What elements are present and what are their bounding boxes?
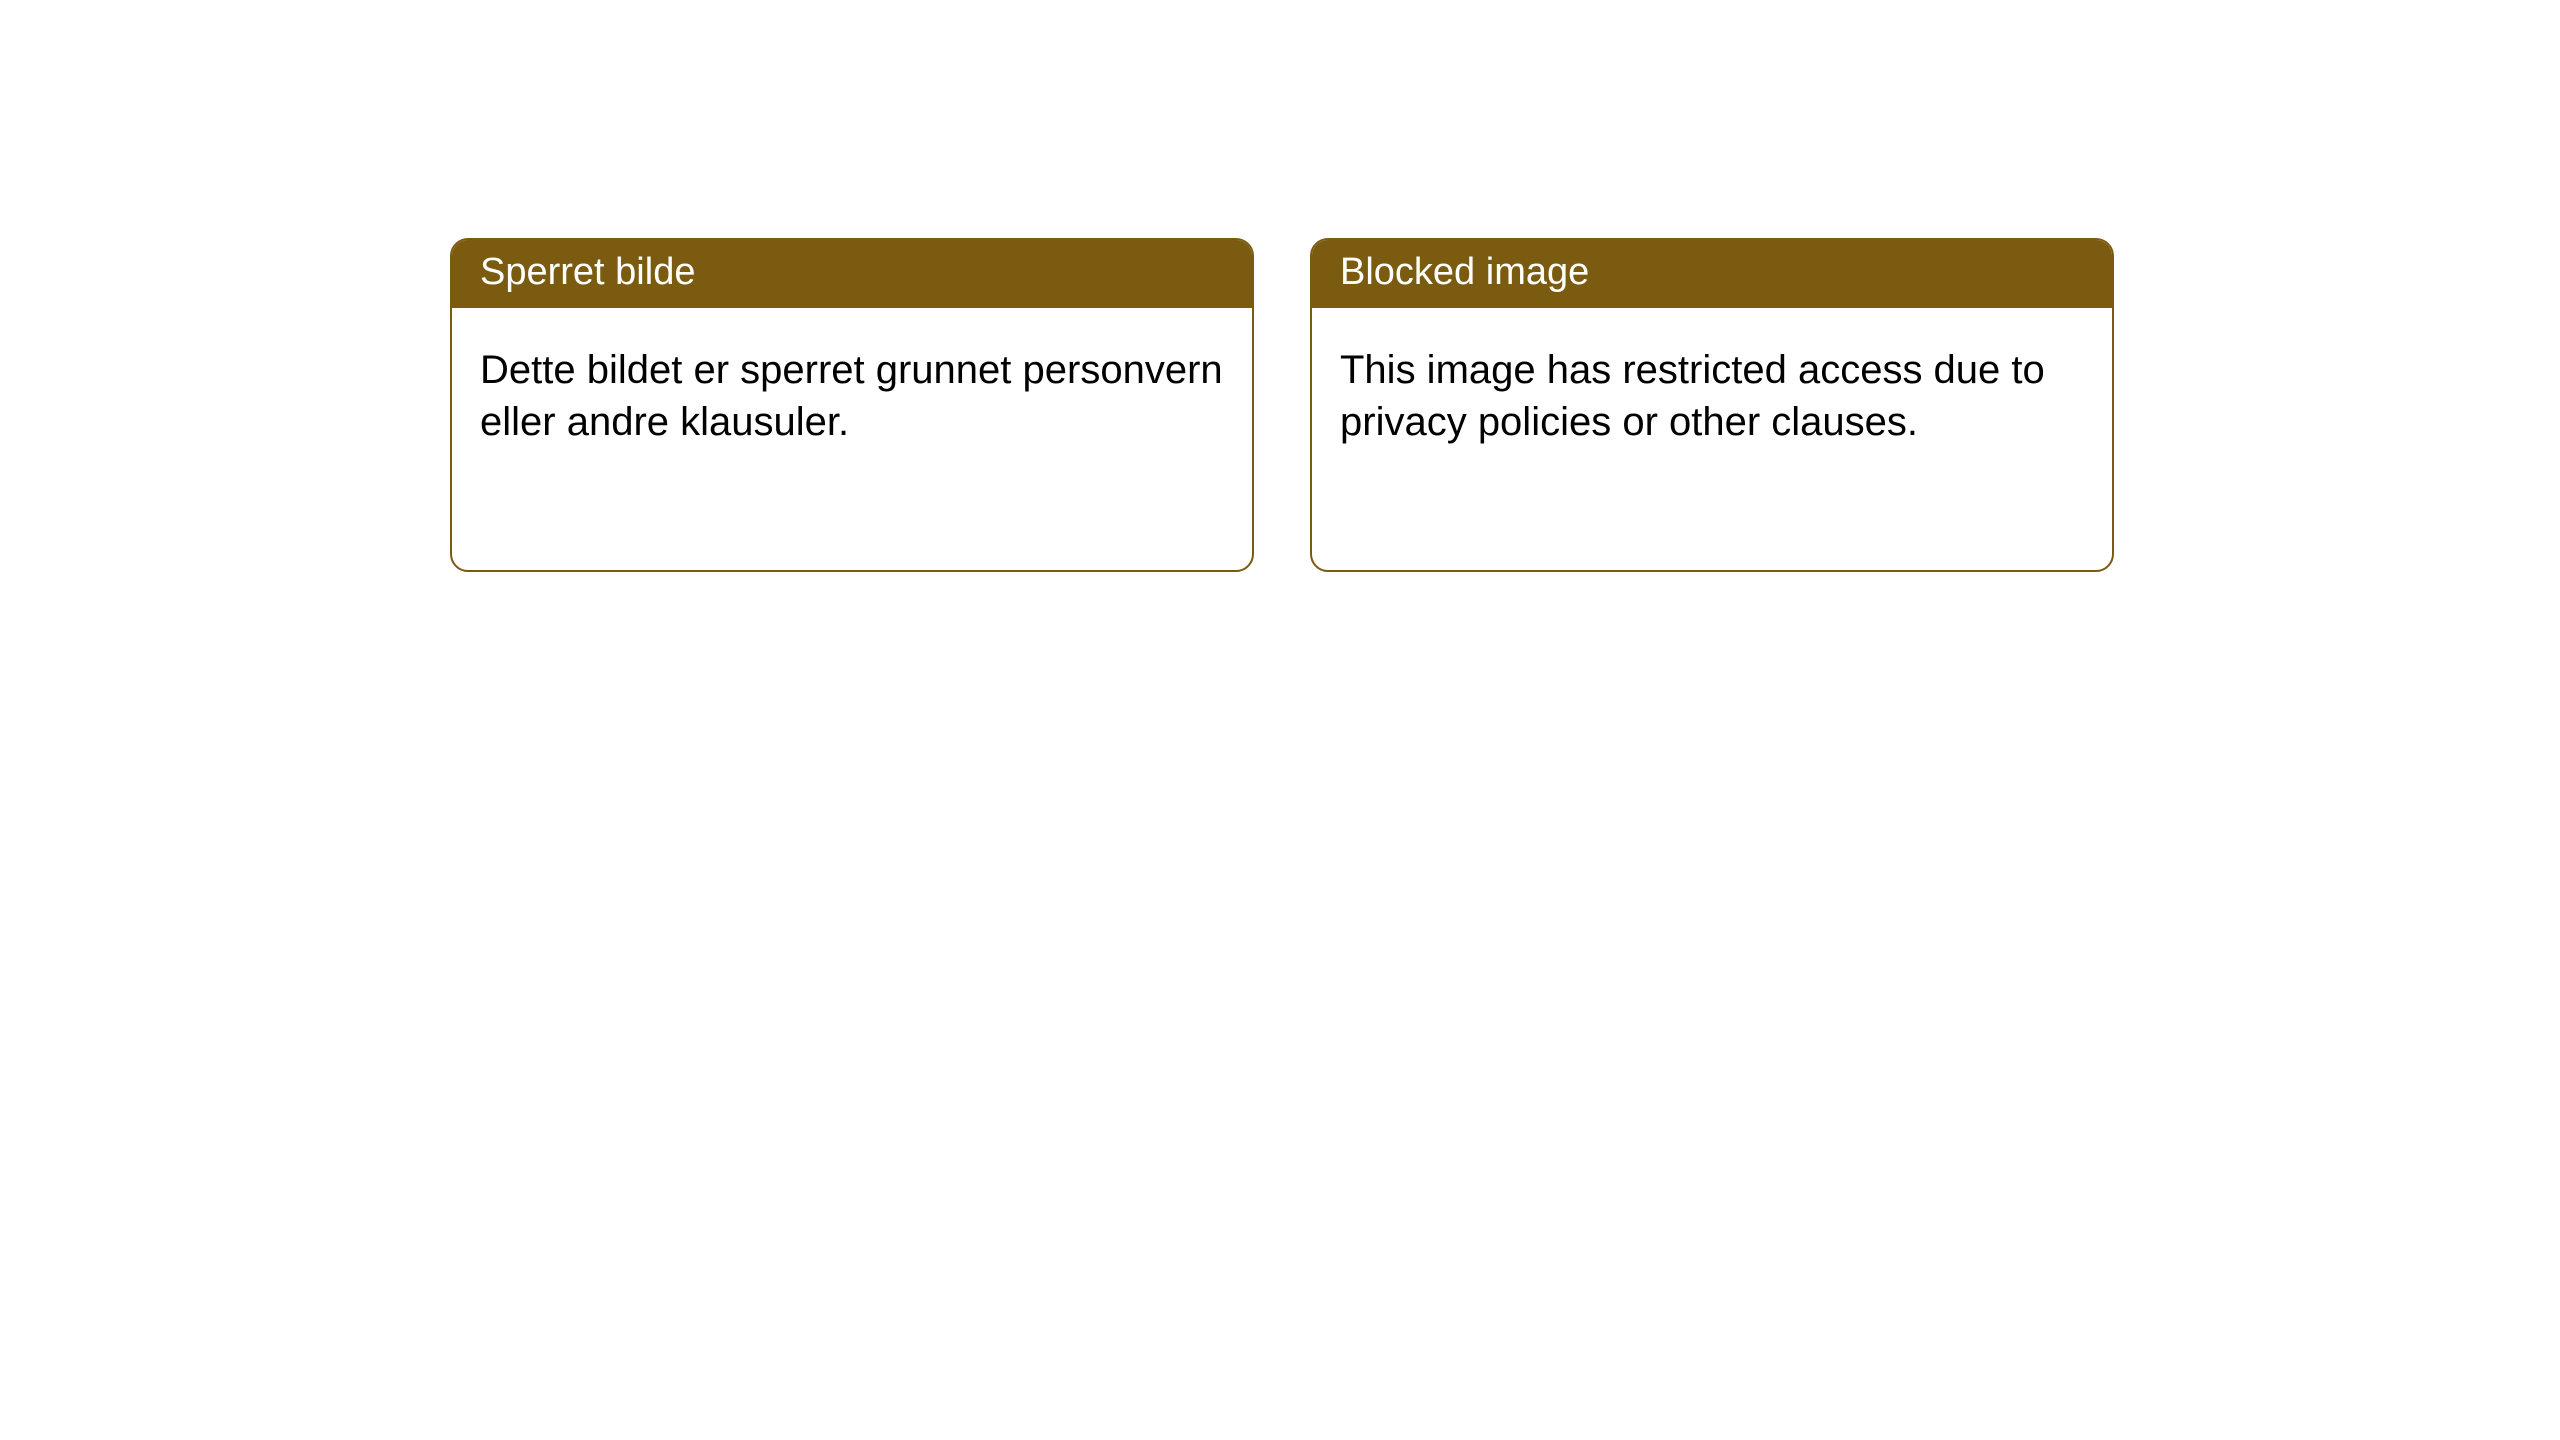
notice-cards-container: Sperret bilde Dette bildet er sperret gr…: [450, 238, 2560, 572]
notice-body: This image has restricted access due to …: [1312, 308, 2112, 486]
notice-card-norwegian: Sperret bilde Dette bildet er sperret gr…: [450, 238, 1254, 572]
notice-body: Dette bildet er sperret grunnet personve…: [452, 308, 1252, 486]
notice-card-english: Blocked image This image has restricted …: [1310, 238, 2114, 572]
notice-header: Sperret bilde: [452, 240, 1252, 308]
notice-header: Blocked image: [1312, 240, 2112, 308]
